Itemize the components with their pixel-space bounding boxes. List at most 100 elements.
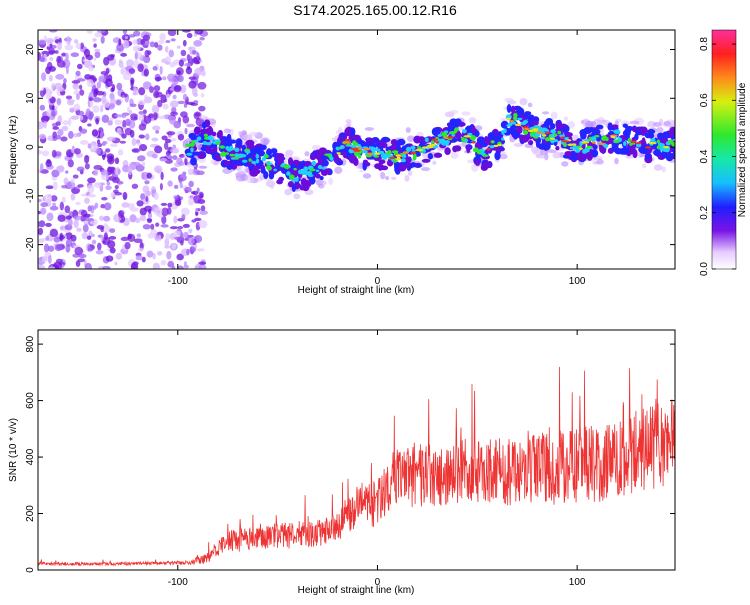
spectrogram-core-blob <box>545 137 551 142</box>
spectrogram-noise-blob <box>151 137 159 142</box>
spectrogram-noise-blob <box>157 44 163 51</box>
spectrogram-noise-blob <box>52 126 59 130</box>
spectrogram-noise-blob <box>93 182 102 188</box>
spectrogram-noise-blob <box>95 148 102 155</box>
spectrogram-peak-blob <box>549 137 556 140</box>
spectrogram-noise-blob <box>83 48 91 58</box>
spectrogram-core-blob <box>400 158 406 163</box>
spectrogram-noise-blob <box>155 222 160 227</box>
spectrogram-noise-blob <box>72 174 79 179</box>
spectrogram-noise-blob <box>55 73 65 80</box>
spectrogram-halo-blob <box>260 137 271 146</box>
spectrogram-noise-blob <box>138 111 145 115</box>
spectrogram-noise-blob <box>84 262 92 269</box>
spectrogram-noise-blob <box>91 129 99 137</box>
spectrogram-noise-blob <box>54 50 59 54</box>
spectrogram-noise-blob <box>65 170 69 174</box>
spectrogram-noise-blob <box>157 99 163 108</box>
spectrogram-band-blob <box>233 160 239 165</box>
spectrogram-band-blob <box>542 142 550 151</box>
spectrogram-band-blob <box>201 130 206 135</box>
spectrogram-y-tick-label: -10 <box>25 188 36 203</box>
spectrogram-noise-blob <box>153 90 160 99</box>
spectrogram-noise-blob <box>195 117 205 127</box>
spectrogram-band-blob <box>275 153 285 161</box>
spectrogram-noise-blob <box>138 99 146 106</box>
spectrogram-noise-blob <box>168 49 175 58</box>
spectrogram-noise-blob <box>109 143 118 148</box>
spectrogram-band-blob <box>260 168 266 174</box>
spectrogram-band-blob <box>476 136 486 145</box>
spectrogram-noise-blob <box>51 110 56 117</box>
spectrogram-noise-blob <box>67 218 73 227</box>
spectrogram-band-blob <box>209 143 218 148</box>
spectrogram-core-blob <box>472 147 479 153</box>
spectrogram-noise-blob <box>157 40 165 44</box>
spectrogram-noise-blob <box>84 216 90 222</box>
spectrogram-noise-blob <box>188 76 197 80</box>
spectrogram-noise-blob <box>65 95 73 100</box>
spectrogram-halo-blob <box>506 100 517 105</box>
spectrogram-band-blob <box>466 126 472 132</box>
spectrogram-core-blob <box>346 142 351 146</box>
spectrogram-noise-blob <box>99 131 104 139</box>
spectrogram-noise-blob <box>122 164 130 173</box>
spectrogram-noise-blob <box>121 133 127 139</box>
spectrogram-noise-blob <box>184 62 192 67</box>
spectrogram-noise-blob <box>46 109 52 117</box>
spectrogram-peak-blob <box>366 152 374 156</box>
spectrogram-noise-blob <box>177 133 185 141</box>
spectrogram-noise-blob <box>152 66 158 71</box>
spectrogram-noise-blob <box>161 135 168 141</box>
spectrogram-band-blob <box>557 123 566 129</box>
spectrogram-noise-blob <box>41 256 49 263</box>
colorbar-tick-label: 0.2 <box>699 205 710 219</box>
snr-x-tick-label: 100 <box>569 577 586 588</box>
spectrogram-band-blob <box>318 147 328 155</box>
spectrogram-noise-blob <box>186 101 196 106</box>
spectrogram-noise-blob <box>116 82 123 91</box>
spectrogram-noise-blob <box>102 266 111 269</box>
spectrogram-noise-blob <box>79 115 84 121</box>
spectrogram-band-blob <box>270 148 278 154</box>
spectrogram-peak-blob <box>431 138 439 141</box>
spectrogram-noise-blob <box>121 202 130 208</box>
spectrogram-core-blob <box>375 148 381 152</box>
spectrogram-peak-blob <box>486 148 491 151</box>
spectrogram-noise-blob <box>152 253 156 260</box>
spectrogram-band-blob <box>367 140 373 147</box>
spectrogram-noise-blob <box>38 265 46 269</box>
spectrogram-noise-blob <box>171 243 177 250</box>
spectrogram-noise-blob <box>183 103 188 108</box>
spectrogram-peak-blob <box>536 131 544 134</box>
spectrogram-noise-blob <box>108 236 117 240</box>
spectrogram-noise-blob <box>155 76 163 82</box>
spectrogram-noise-blob <box>182 39 187 47</box>
spectrogram-core-blob <box>461 137 465 142</box>
spectrogram-noise-blob <box>198 261 206 266</box>
spectrogram-noise-blob <box>155 129 160 134</box>
spectrogram-core-blob <box>482 154 489 157</box>
spectrogram-noise-blob <box>153 165 163 173</box>
spectrogram-band-blob <box>193 126 201 135</box>
spectrogram-halo-blob <box>450 151 459 159</box>
spectrogram-noise-blob <box>40 207 47 215</box>
spectrogram-core-blob <box>441 131 448 137</box>
spectrogram-noise-blob <box>196 187 200 193</box>
spectrogram-noise-blob <box>165 138 172 144</box>
spectrogram-noise-blob <box>38 149 43 155</box>
spectrogram-noise-blob <box>117 168 121 175</box>
colorbar-frame <box>711 29 737 270</box>
spectrogram-peak-blob <box>352 149 361 152</box>
spectrogram-band-blob <box>427 153 434 160</box>
colorbar-tick-label: 0.0 <box>699 262 710 276</box>
spectrogram-noise-blob <box>52 181 58 191</box>
spectrogram-noise-blob <box>194 112 201 117</box>
spectrogram-peak-blob <box>630 140 637 143</box>
spectrogram-band-blob <box>245 139 255 147</box>
spectrogram-band-blob <box>396 138 406 146</box>
spectrogram-noise-blob <box>142 81 152 90</box>
spectrogram-core-blob <box>656 139 661 144</box>
snr-y-tick-label: 0 <box>25 567 36 573</box>
spectrogram-noise-blob <box>146 172 152 179</box>
